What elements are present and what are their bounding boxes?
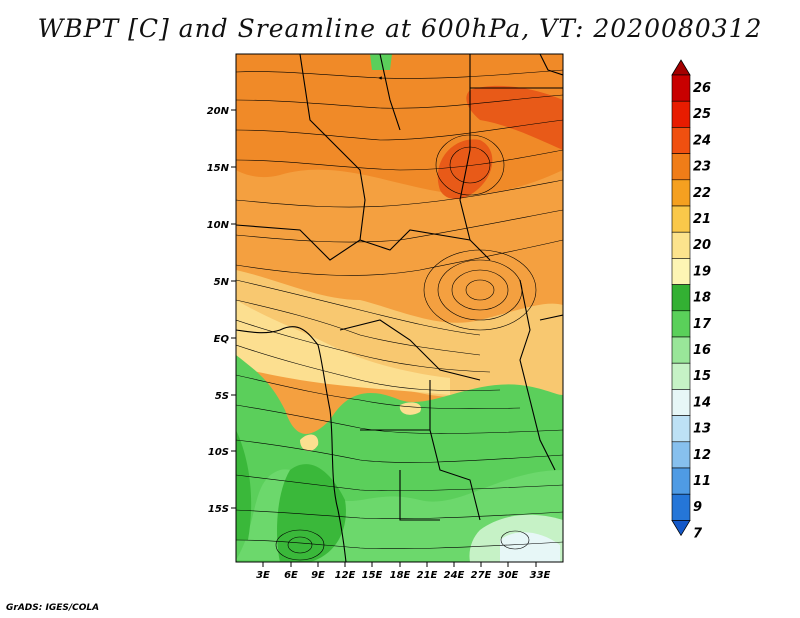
colorbar-label: 9	[693, 500, 702, 515]
colorbar-label: 12	[693, 448, 711, 463]
lon-axis: 3E 6E 9E 12E 15E 18E 21E 24E 27E 30E 33E	[256, 562, 551, 581]
colorbar-label: 22	[693, 186, 711, 201]
lat-label: 10S	[208, 447, 229, 458]
colorbar-label: 25	[693, 107, 711, 122]
streamlines	[236, 69, 563, 561]
colorbar-arrow-top	[671, 59, 691, 76]
colorbar-label: 11	[693, 474, 711, 489]
colorbar-label: 21	[693, 212, 711, 227]
credit-label: GrADS: IGES/COLA	[6, 603, 100, 613]
lon-label: 15E	[362, 570, 383, 581]
lat-axis: 20N 15N 10N 5N EQ 5S 10S 15S	[207, 106, 236, 515]
colorbar-label: 23	[693, 160, 711, 175]
colorbar-segment	[671, 389, 691, 416]
lat-label: 10N	[207, 220, 230, 231]
lon-label: 6E	[284, 570, 298, 581]
colorbar-label: 20	[693, 238, 711, 253]
colorbar-segment	[671, 153, 691, 181]
lat-label: 5S	[215, 391, 229, 402]
colorbar-segment	[671, 258, 691, 285]
lon-label: 30E	[498, 570, 519, 581]
colorbar-segment	[671, 74, 691, 102]
colorbar-label: 18	[693, 291, 711, 306]
colorbar-arrow-bottom	[671, 520, 691, 537]
colorbar-label: 24	[693, 133, 711, 148]
colorbar-segment	[671, 100, 691, 128]
map-title: WBPT [C] and Sreamline at 600hPa, VT: 20…	[37, 14, 763, 43]
lon-label: 24E	[444, 570, 465, 581]
lat-label: 20N	[207, 106, 230, 117]
colorbar-segment	[671, 467, 691, 495]
colorbar-label: 15	[693, 369, 711, 384]
lat-label: 5N	[214, 277, 230, 288]
borders	[236, 54, 563, 562]
colorbar-segment	[671, 205, 691, 233]
colorbar-segment	[671, 493, 691, 521]
colorbar-label: 13	[693, 422, 711, 437]
lon-label: 12E	[335, 570, 356, 581]
colorbar-segment	[671, 415, 691, 443]
colorbar-segment	[671, 362, 691, 390]
colorbar-label: 14	[693, 395, 711, 410]
lon-label: 33E	[530, 570, 551, 581]
lon-label: 3E	[256, 570, 270, 581]
lat-label: 15N	[207, 163, 230, 174]
lon-label: 27E	[471, 570, 492, 581]
colorbar-segment	[671, 441, 691, 469]
colorbar-segment	[671, 179, 691, 207]
lat-label: 15S	[208, 504, 229, 515]
colorbar-label: 17	[693, 317, 712, 332]
colorbar-segment	[671, 310, 691, 338]
lon-label: 21E	[417, 570, 438, 581]
colorbar-segment	[671, 284, 691, 312]
wbpt-field	[236, 54, 563, 562]
lon-label: 18E	[390, 570, 411, 581]
colorbar-segment	[671, 231, 691, 259]
colorbar-segment	[671, 127, 691, 154]
colorbar-segment	[671, 336, 691, 364]
colorbar-label: 7	[693, 526, 703, 541]
colorbar-label: 26	[693, 81, 711, 96]
colorbar: 26 25 24 23 22 21 20 19 18 17 16 15 14 13 12 11 9 7	[671, 59, 712, 541]
lat-label: EQ	[214, 334, 230, 345]
colorbar-label: 16	[693, 343, 711, 358]
colorbar-label: 19	[693, 264, 711, 279]
lon-label: 9E	[311, 570, 325, 581]
